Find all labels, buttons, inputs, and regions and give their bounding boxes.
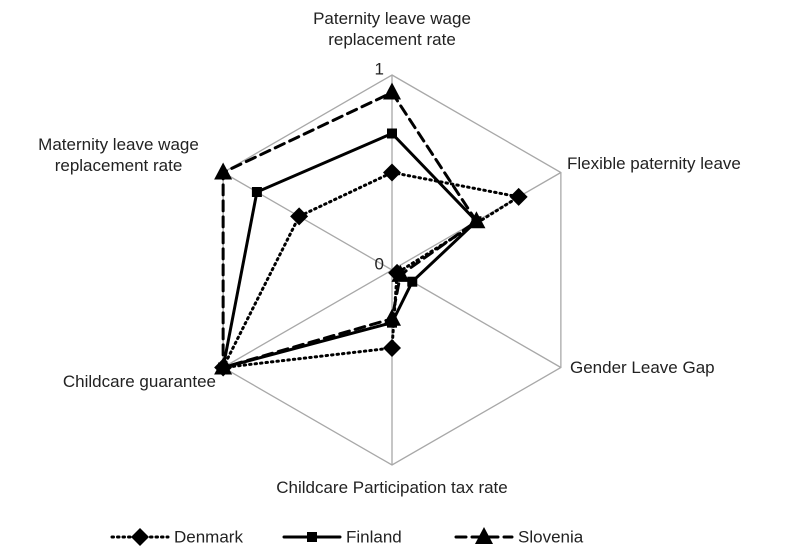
marker <box>214 357 233 375</box>
axis-label: Gender Leave Gap <box>570 358 715 377</box>
legend-item: Slovenia <box>454 527 584 546</box>
marker <box>383 308 401 326</box>
marker <box>383 163 401 182</box>
legend-marker <box>131 528 149 546</box>
axis-label: Paternity leave wage replacement rate <box>313 9 471 49</box>
r-tick-label: 1 <box>375 59 384 78</box>
legend-marker <box>475 527 493 544</box>
marker <box>251 187 262 197</box>
series-line <box>221 90 479 370</box>
axis-label: Childcare guarantee <box>62 372 216 391</box>
legend-label: Denmark <box>174 527 243 546</box>
marker <box>383 82 401 100</box>
axis-label: Childcare Participation tax rate <box>276 478 508 497</box>
spoke <box>222 171 393 271</box>
marker <box>290 207 309 226</box>
marker <box>383 339 401 357</box>
legend-marker <box>307 532 317 542</box>
marker <box>391 264 410 282</box>
marker <box>387 128 397 139</box>
r-tick-label: 0 <box>375 254 384 273</box>
marker <box>467 211 486 229</box>
legend-label: Finland <box>346 527 402 546</box>
spoke <box>391 269 562 369</box>
series-line <box>220 170 523 370</box>
legend-label: Slovenia <box>518 527 584 546</box>
legend-item: Finland <box>282 527 402 546</box>
spoke <box>222 269 393 369</box>
axis-label: Flexible paternity leave <box>567 154 741 173</box>
marker <box>509 187 528 206</box>
marker <box>214 162 233 180</box>
legend-item: Denmark <box>110 527 243 546</box>
marker <box>407 276 418 287</box>
axis-label: Maternity leave wage replacement rate <box>38 135 199 175</box>
